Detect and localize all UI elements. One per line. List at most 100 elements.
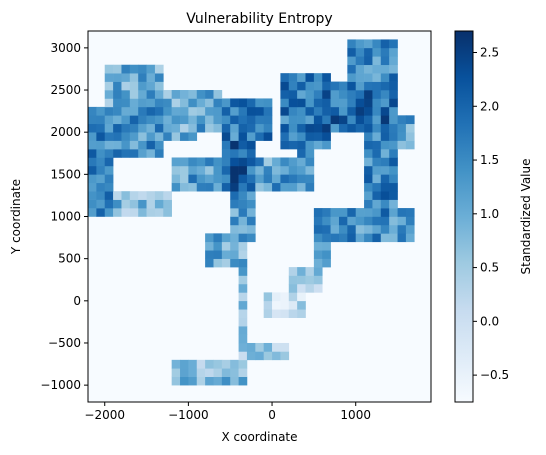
- heatmap-cell: [389, 39, 398, 49]
- heatmap-cell: [297, 106, 306, 116]
- heatmap-cell: [338, 81, 348, 91]
- heatmap-cell: [380, 216, 390, 226]
- heatmap-cell: [364, 106, 373, 116]
- heatmap-cell: [238, 275, 248, 285]
- heatmap-cell: [263, 115, 273, 125]
- heatmap-cell: [288, 283, 298, 293]
- x-tick-label: 0: [268, 408, 276, 422]
- heatmap-cell: [171, 376, 181, 386]
- heatmap-cell: [288, 132, 298, 141]
- heatmap-cell: [221, 140, 231, 150]
- heatmap-cell: [272, 165, 281, 175]
- heatmap-cell: [263, 106, 273, 116]
- heatmap-cell: [88, 106, 97, 116]
- heatmap-cell: [380, 106, 390, 116]
- heatmap-cell: [96, 191, 106, 200]
- heatmap-cell: [205, 106, 214, 116]
- heatmap-cell: [221, 376, 231, 386]
- heatmap-cell: [154, 64, 164, 74]
- heatmap-cell: [213, 359, 223, 369]
- heatmap-cell: [205, 174, 214, 184]
- heatmap-cell: [297, 73, 306, 82]
- heatmap-cell: [205, 258, 214, 268]
- y-tick-label: 500: [58, 252, 81, 266]
- heatmap-cell: [347, 47, 357, 57]
- heatmap-cell: [313, 258, 323, 268]
- heatmap-cell: [104, 64, 114, 74]
- heatmap-cell: [347, 81, 357, 91]
- heatmap-cell: [163, 191, 172, 200]
- heatmap-cell: [380, 81, 390, 91]
- heatmap-cell: [104, 132, 114, 141]
- heatmap-cell: [372, 216, 382, 226]
- colorbar-tick-label: 1.0: [480, 207, 499, 221]
- heatmap-cell: [280, 174, 290, 184]
- heatmap-cell: [138, 115, 147, 125]
- heatmap-cell: [280, 106, 290, 116]
- heatmap-cell: [347, 115, 357, 125]
- heatmap-cell: [121, 191, 131, 200]
- heatmap-cell: [280, 140, 290, 150]
- heatmap-cell: [389, 47, 398, 57]
- heatmap-cell: [280, 165, 290, 175]
- heatmap-cell: [272, 309, 281, 318]
- heatmap-cell: [297, 123, 306, 133]
- heatmap-cell: [154, 106, 164, 116]
- heatmap-cell: [104, 208, 114, 217]
- heatmap-cell: [238, 140, 248, 150]
- heatmap-cell: [380, 149, 390, 158]
- heatmap-cell: [213, 376, 223, 386]
- heatmap-cell: [238, 342, 248, 352]
- heatmap-cell: [355, 123, 365, 133]
- heatmap-cell: [322, 73, 331, 82]
- heatmap-cell: [246, 182, 256, 192]
- heatmap-cell: [313, 224, 323, 234]
- heatmap-cell: [355, 233, 365, 243]
- heatmap-cell: [221, 258, 231, 268]
- heatmap-cell: [313, 283, 323, 293]
- heatmap-cell: [129, 115, 139, 125]
- heatmap-cell: [205, 90, 214, 99]
- heatmap-cell: [355, 90, 365, 99]
- heatmap-cell: [272, 292, 281, 302]
- heatmap-cell: [171, 115, 181, 125]
- heatmap-cell: [364, 90, 373, 99]
- heatmap-cell: [255, 98, 264, 108]
- heatmap-cell: [138, 199, 147, 209]
- heatmap-cell: [372, 123, 382, 133]
- heatmap-cell: [146, 123, 156, 133]
- heatmap-cell: [180, 123, 189, 133]
- heatmap-cell: [305, 149, 315, 158]
- heatmap-cell: [88, 132, 97, 141]
- heatmap-cell: [347, 73, 357, 82]
- heatmap-cell: [104, 174, 114, 184]
- heatmap-cell: [380, 64, 390, 74]
- heatmap-cell: [213, 258, 223, 268]
- heatmap-cell: [238, 98, 248, 108]
- heatmap-cell: [322, 90, 331, 99]
- heatmap-cell: [288, 115, 298, 125]
- heatmap-cell: [238, 174, 248, 184]
- heatmap-cell: [364, 64, 373, 74]
- heatmap-cell: [221, 165, 231, 175]
- heatmap-cell: [355, 56, 365, 66]
- heatmap-cell: [280, 132, 290, 141]
- heatmap-cell: [280, 300, 290, 310]
- heatmap-cell: [313, 241, 323, 251]
- heatmap-cell: [364, 182, 373, 192]
- heatmap-cell: [397, 123, 407, 133]
- heatmap-cell: [380, 56, 390, 66]
- heatmap-cell: [364, 191, 373, 200]
- heatmap-cell: [96, 106, 106, 116]
- heatmap-cell: [330, 123, 340, 133]
- heatmap-cell: [389, 81, 398, 91]
- heatmap-cell: [238, 283, 248, 293]
- heatmap-cell: [355, 47, 365, 57]
- heatmap-cell: [347, 224, 357, 234]
- heatmap-cell: [221, 233, 231, 243]
- heatmap-cell: [213, 368, 223, 377]
- heatmap-cell: [297, 115, 306, 125]
- heatmap-cell: [305, 115, 315, 125]
- heatmap-cell: [205, 123, 214, 133]
- heatmap-cell: [121, 149, 131, 158]
